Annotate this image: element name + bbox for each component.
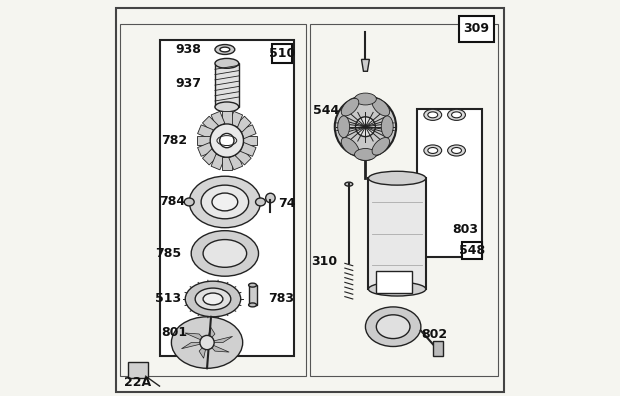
Polygon shape [207, 343, 229, 352]
Text: 802: 802 [421, 328, 447, 341]
Ellipse shape [448, 109, 466, 120]
Polygon shape [235, 116, 251, 132]
Ellipse shape [451, 112, 461, 118]
Bar [215, 63, 239, 107]
Ellipse shape [451, 148, 461, 154]
Polygon shape [203, 149, 218, 165]
Ellipse shape [428, 148, 438, 154]
Ellipse shape [381, 116, 393, 138]
Text: 544: 544 [314, 105, 340, 117]
Ellipse shape [365, 307, 421, 346]
Bar [376, 271, 412, 293]
Polygon shape [241, 143, 256, 156]
Ellipse shape [368, 282, 426, 296]
Bar [120, 24, 306, 376]
Ellipse shape [215, 102, 239, 112]
Ellipse shape [424, 145, 441, 156]
Bar [433, 341, 443, 356]
Ellipse shape [171, 317, 242, 368]
Polygon shape [241, 125, 256, 139]
Ellipse shape [372, 137, 389, 155]
Text: ReplacementParts.com: ReplacementParts.com [246, 201, 374, 211]
Ellipse shape [203, 240, 247, 267]
Ellipse shape [338, 116, 350, 138]
Ellipse shape [220, 47, 230, 52]
Polygon shape [222, 111, 232, 124]
Circle shape [200, 335, 214, 350]
Text: 784: 784 [159, 196, 185, 208]
Ellipse shape [376, 315, 410, 339]
Bar [272, 44, 292, 63]
Circle shape [210, 124, 244, 157]
Text: 937: 937 [175, 77, 201, 89]
Polygon shape [182, 343, 207, 349]
Polygon shape [229, 154, 242, 170]
Bar [159, 40, 294, 356]
Circle shape [265, 193, 275, 203]
Text: 548: 548 [459, 244, 485, 257]
Bar [128, 362, 148, 378]
Ellipse shape [215, 45, 235, 55]
Text: 22A: 22A [124, 376, 151, 388]
Polygon shape [203, 116, 218, 132]
Bar [249, 285, 257, 305]
Polygon shape [207, 336, 232, 343]
Polygon shape [222, 157, 232, 170]
Polygon shape [199, 343, 207, 358]
Ellipse shape [195, 288, 231, 310]
Circle shape [355, 117, 375, 137]
Ellipse shape [341, 98, 359, 116]
Polygon shape [244, 136, 257, 145]
Text: 309: 309 [463, 22, 489, 35]
Ellipse shape [184, 198, 194, 206]
Bar [368, 178, 426, 289]
Ellipse shape [249, 283, 257, 287]
Ellipse shape [355, 93, 376, 105]
Polygon shape [211, 154, 225, 170]
Text: 938: 938 [175, 43, 201, 56]
Ellipse shape [189, 176, 260, 228]
Ellipse shape [249, 303, 257, 307]
Ellipse shape [201, 185, 249, 219]
Text: 801: 801 [161, 326, 187, 339]
Ellipse shape [358, 152, 373, 160]
Text: 510: 510 [269, 47, 295, 60]
Ellipse shape [428, 112, 438, 118]
Text: 783: 783 [268, 293, 294, 305]
Ellipse shape [341, 137, 359, 155]
Polygon shape [198, 125, 213, 139]
Text: 803: 803 [453, 223, 479, 236]
Ellipse shape [203, 293, 223, 305]
Polygon shape [185, 333, 207, 343]
Text: 782: 782 [161, 134, 187, 147]
Ellipse shape [448, 145, 466, 156]
Bar [459, 16, 494, 42]
Polygon shape [197, 136, 210, 145]
Polygon shape [235, 149, 251, 165]
Polygon shape [229, 111, 242, 127]
Polygon shape [211, 111, 225, 127]
Circle shape [219, 133, 234, 148]
Ellipse shape [255, 198, 265, 206]
Text: 310: 310 [312, 255, 338, 268]
Ellipse shape [355, 148, 376, 160]
Ellipse shape [368, 171, 426, 185]
Ellipse shape [372, 98, 389, 116]
Ellipse shape [335, 96, 396, 158]
Ellipse shape [345, 182, 353, 186]
Ellipse shape [212, 193, 237, 211]
Ellipse shape [424, 109, 441, 120]
Text: 513: 513 [155, 293, 181, 305]
Text: 785: 785 [155, 247, 181, 260]
Ellipse shape [191, 230, 259, 276]
Polygon shape [207, 327, 215, 343]
Bar [417, 109, 482, 257]
Polygon shape [198, 143, 213, 156]
Bar [463, 242, 482, 259]
Ellipse shape [185, 281, 241, 317]
Bar [310, 24, 498, 376]
Ellipse shape [215, 58, 239, 68]
Text: 74: 74 [278, 198, 296, 210]
Polygon shape [361, 59, 370, 71]
